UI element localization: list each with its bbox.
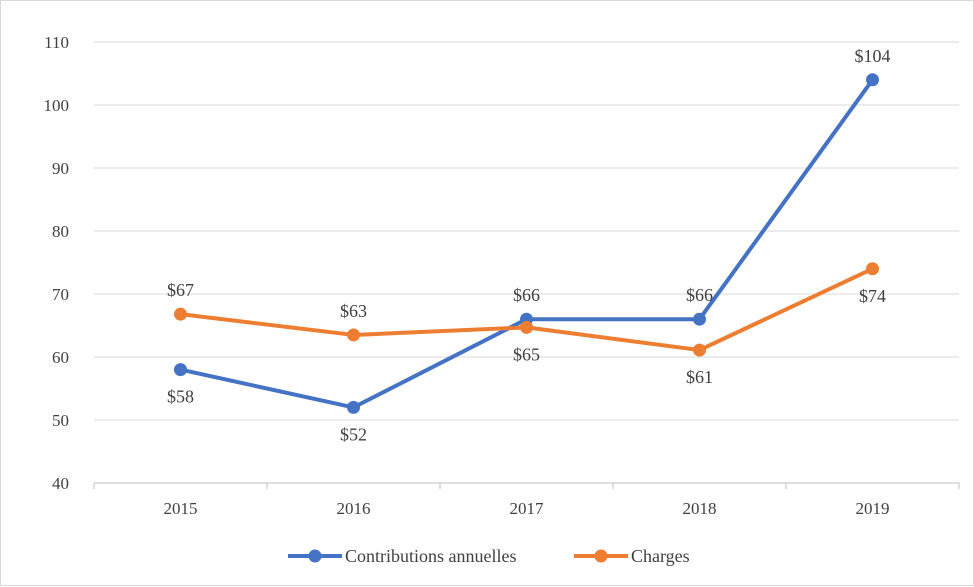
x-tick-label-2018: 2018 (683, 499, 717, 518)
y-tick-label-60: 60 (52, 348, 69, 367)
y-tick-label-90: 90 (52, 159, 69, 178)
point-charges-2017 (520, 320, 533, 334)
data-label-contributions-annuelles-2017: $66 (513, 285, 540, 305)
legend-label-contributions-annuelles: Contributions annuelles (345, 546, 516, 566)
point-charges-2018 (693, 343, 706, 357)
data-label-charges-2016: $63 (340, 301, 367, 321)
data-label-contributions-annuelles-2016: $52 (340, 424, 367, 444)
y-tick-label-50: 50 (52, 411, 69, 430)
x-tick-label-2015: 2015 (164, 499, 198, 518)
point-contributions-annuelles-2018 (693, 312, 706, 326)
data-label-charges-2015: $67 (167, 280, 194, 300)
y-tick-label-110: 110 (44, 33, 69, 52)
point-contributions-annuelles-2016 (347, 400, 360, 414)
data-label-charges-2018: $61 (686, 367, 713, 387)
x-axis: 2015 2016 2017 2018 2019 (93, 482, 960, 518)
point-contributions-annuelles-2019 (866, 73, 879, 87)
legend-marker-charges (594, 549, 608, 563)
data-label-charges-2017: $65 (513, 344, 540, 364)
point-contributions-annuelles-2015 (174, 363, 187, 377)
legend-label-charges: Charges (631, 546, 690, 566)
point-charges-2015 (174, 307, 187, 321)
point-charges-2016 (347, 328, 360, 342)
y-axis: 40 50 60 70 80 90 100 110 (44, 33, 70, 493)
y-tick-label-100: 100 (44, 96, 70, 115)
data-label-contributions-annuelles-2018: $66 (686, 285, 713, 305)
legend-marker-contributions-annuelles (308, 549, 322, 563)
series-line-charges (178, 266, 875, 353)
x-tick-label-2017: 2017 (510, 499, 545, 518)
data-label-contributions-annuelles-2019: $104 (855, 46, 891, 66)
y-tick-label-70: 70 (52, 285, 69, 304)
x-tick-label-2019: 2019 (856, 499, 890, 518)
point-charges-2019 (866, 262, 879, 276)
data-label-charges-2019: $74 (859, 286, 886, 306)
legend: Contributions annuelles Charges (288, 546, 690, 566)
x-tick-label-2016: 2016 (337, 499, 371, 518)
data-labels: $58 $52 $66 $66 $104 $67 $63 $65 $61 $74 (167, 46, 891, 445)
y-tick-label-40: 40 (52, 474, 69, 493)
gridlines (94, 41, 959, 421)
series-group (174, 73, 879, 414)
data-label-contributions-annuelles-2015: $58 (167, 387, 194, 407)
y-tick-label-80: 80 (52, 222, 69, 241)
